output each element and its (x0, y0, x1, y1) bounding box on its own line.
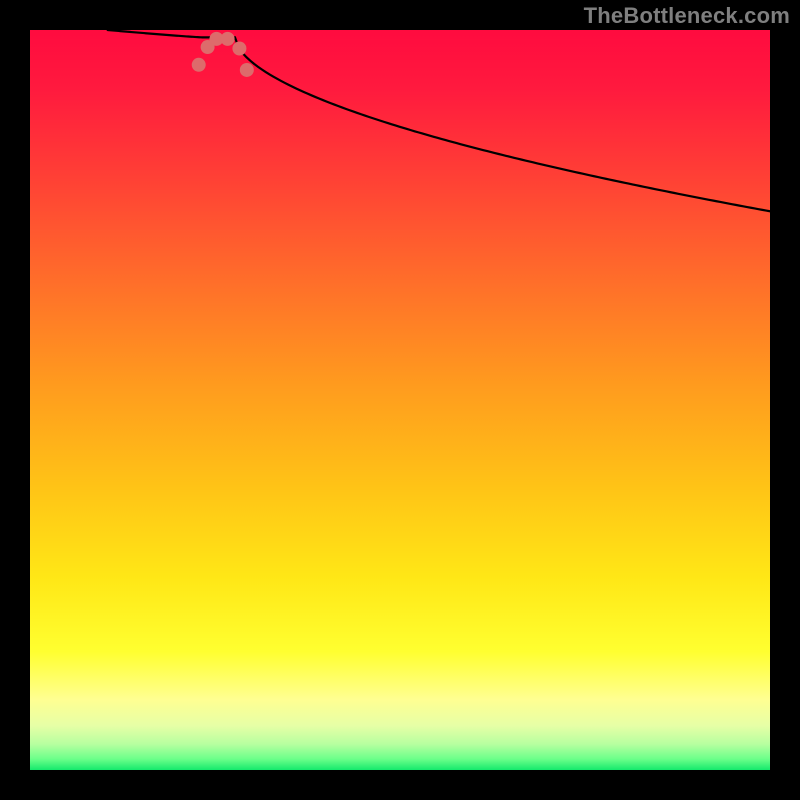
curve-dot (240, 63, 254, 77)
curve-dot (192, 58, 206, 72)
gradient-plot-area (30, 30, 770, 770)
bottleneck-chart (0, 0, 800, 800)
curve-dot (232, 42, 246, 56)
curve-dot (221, 32, 235, 46)
watermark-text: TheBottleneck.com (584, 3, 790, 29)
chart-stage: TheBottleneck.com (0, 0, 800, 800)
